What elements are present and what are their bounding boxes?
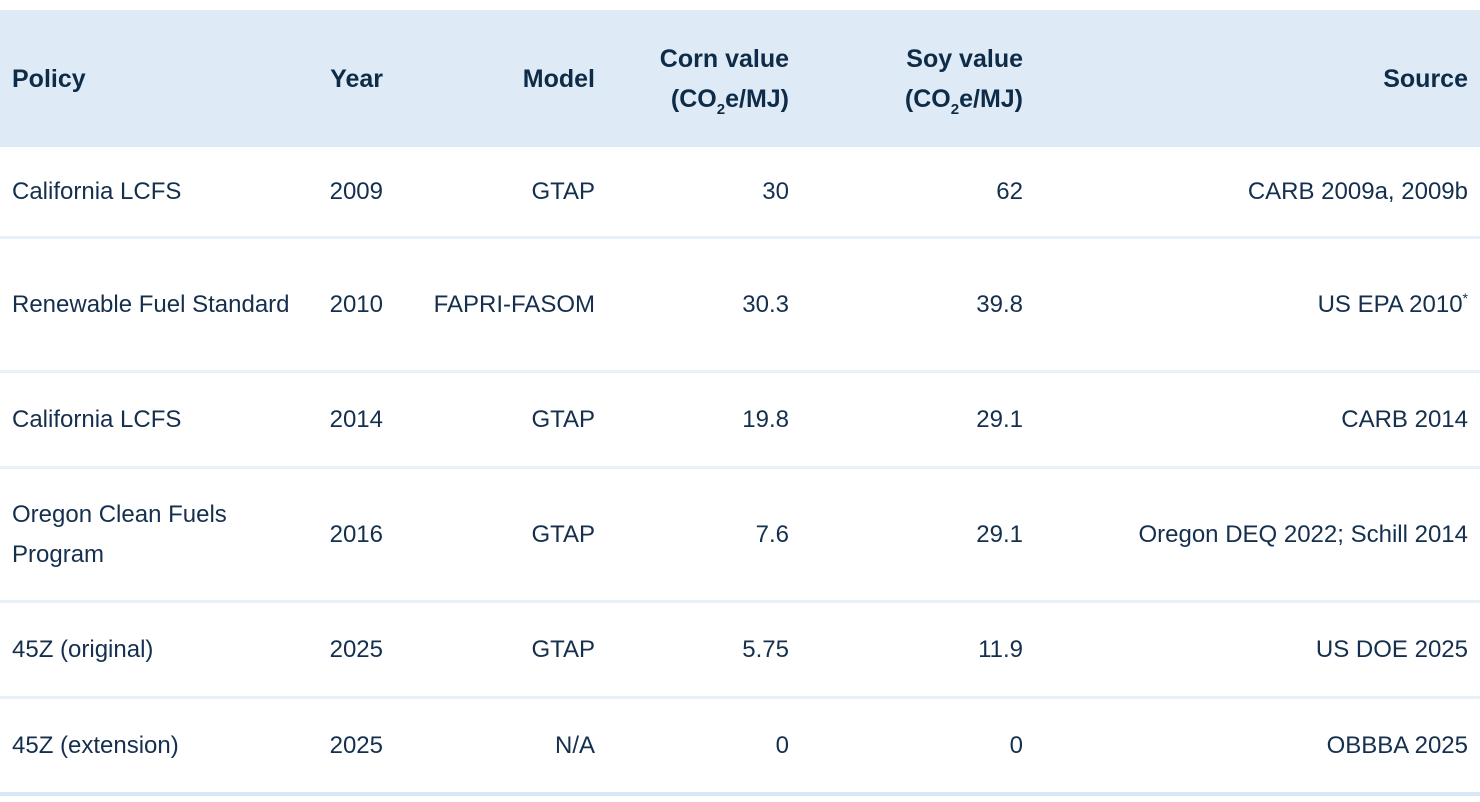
table-row: Renewable Fuel Standard 2010 FAPRI-FASOM… [0,237,1480,373]
corn-header-unit: (CO2e/MJ) [600,79,789,119]
cell-corn-value: 30 [600,147,790,239]
cell-soy-value: 62 [790,147,1024,239]
col-header-model: Model [385,10,600,147]
policy-values-table: Policy Year Model Corn value (CO2e/MJ) S… [0,10,1480,796]
cell-corn-value: 30.3 [600,237,790,373]
cell-model: GTAP [385,601,600,699]
cell-source: CARB 2014 [1024,371,1480,469]
cell-model: N/A [385,697,600,796]
cell-source: Oregon DEQ 2022; Schill 2014 [1024,467,1480,603]
cell-year: 2025 [300,697,385,796]
cell-corn-value: 5.75 [600,601,790,699]
source-text: CARB 2014 [1341,405,1468,433]
cell-corn-value: 0 [600,697,790,796]
source-text: US DOE 2025 [1315,635,1468,663]
cell-policy: Oregon Clean Fuels Program [0,467,300,603]
table-row: California LCFS 2014 GTAP 19.8 29.1 CARB… [0,371,1480,469]
unit-pre: (CO [670,84,717,113]
corn-header-line1: Corn value [659,44,789,73]
table-row: 45Z (original) 2025 GTAP 5.75 11.9 US DO… [0,601,1480,699]
cell-soy-value: 11.9 [790,601,1024,699]
cell-source: US EPA 2010* [1024,237,1480,373]
cell-source: US DOE 2025 [1024,601,1480,699]
cell-source: OBBBA 2025 [1024,697,1480,796]
cell-policy: California LCFS [0,147,300,239]
cell-year: 2009 [300,147,385,239]
unit-subscript: 2 [716,100,726,118]
cell-policy: 45Z (original) [0,601,300,699]
col-header-corn-value: Corn value (CO2e/MJ) [600,10,790,147]
source-text: OBBBA 2025 [1326,731,1468,759]
cell-policy: 45Z (extension) [0,697,300,796]
cell-model: FAPRI-FASOM [385,237,600,373]
col-header-source: Source [1024,10,1480,147]
unit-pre: (CO [904,84,951,113]
col-header-year: Year [300,10,385,147]
unit-post: e/MJ) [725,84,789,113]
soy-header-line1: Soy value [906,44,1023,73]
unit-post: e/MJ) [959,84,1023,113]
table-body: California LCFS 2009 GTAP 30 62 CARB 200… [0,147,1480,796]
source-text: Oregon DEQ 2022; Schill 2014 [1138,520,1468,548]
table-row: California LCFS 2009 GTAP 30 62 CARB 200… [0,147,1480,239]
cell-year: 2016 [300,467,385,603]
table-row: Oregon Clean Fuels Program 2016 GTAP 7.6… [0,467,1480,603]
source-text: US EPA 2010 [1317,290,1463,318]
cell-policy: Renewable Fuel Standard [0,237,300,373]
header-row: Policy Year Model Corn value (CO2e/MJ) S… [0,10,1480,147]
cell-corn-value: 7.6 [600,467,790,603]
cell-soy-value: 29.1 [790,371,1024,469]
cell-corn-value: 19.8 [600,371,790,469]
cell-year: 2010 [300,237,385,373]
policy-values-table-container: Policy Year Model Corn value (CO2e/MJ) S… [0,10,1480,796]
cell-soy-value: 39.8 [790,237,1024,373]
table-row: 45Z (extension) 2025 N/A 0 0 OBBBA 2025 [0,697,1480,796]
cell-year: 2025 [300,601,385,699]
soy-header-unit: (CO2e/MJ) [790,79,1023,119]
cell-soy-value: 0 [790,697,1024,796]
cell-source: CARB 2009a, 2009b [1024,147,1480,239]
unit-subscript: 2 [950,100,960,118]
col-header-policy: Policy [0,10,300,147]
cell-soy-value: 29.1 [790,467,1024,603]
cell-model: GTAP [385,467,600,603]
cell-model: GTAP [385,147,600,239]
col-header-soy-value: Soy value (CO2e/MJ) [790,10,1024,147]
source-footnote-marker: * [1462,289,1468,306]
source-text: CARB 2009a, 2009b [1247,177,1468,205]
cell-year: 2014 [300,371,385,469]
cell-policy: California LCFS [0,371,300,469]
table-header: Policy Year Model Corn value (CO2e/MJ) S… [0,10,1480,147]
cell-model: GTAP [385,371,600,469]
